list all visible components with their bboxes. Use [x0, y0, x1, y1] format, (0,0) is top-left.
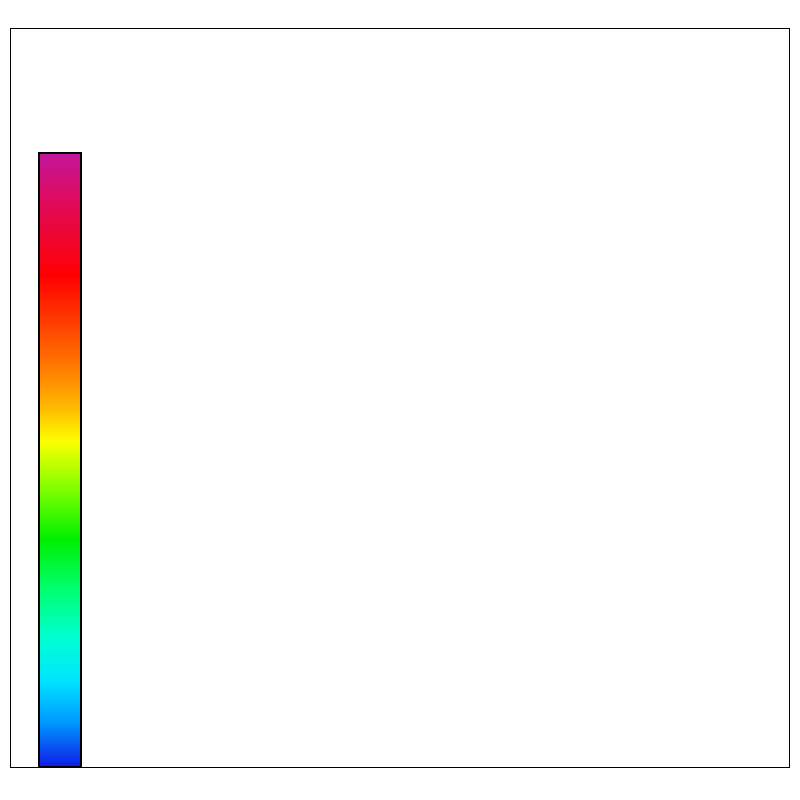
lat-lon-gridlines: [11, 29, 789, 767]
wind-vector-overlay: [11, 29, 789, 767]
colorbar-gradient: [38, 152, 82, 768]
colorbar: [38, 152, 82, 768]
map-plot-area[interactable]: [10, 28, 790, 768]
